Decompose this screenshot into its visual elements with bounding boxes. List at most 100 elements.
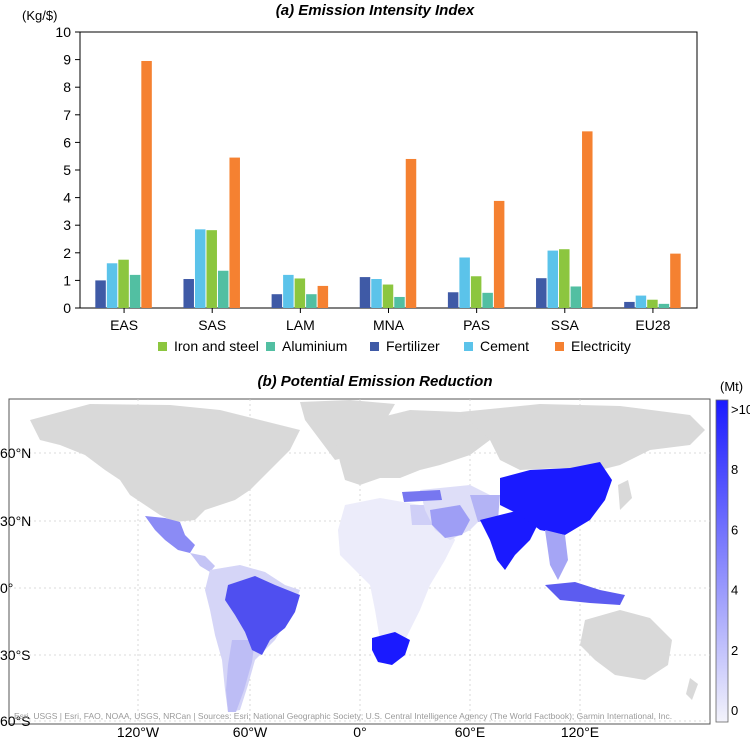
bar-iron-and-steel-mna — [382, 284, 394, 308]
longitude-label: 60°W — [233, 724, 268, 740]
y-tick-label: 9 — [63, 52, 71, 68]
x-axis: EAS SAS LAM MNA PAS SSA EU28 — [110, 308, 671, 333]
bar-cement-pas — [459, 257, 470, 308]
bar-fertilizer-eu28 — [624, 301, 635, 308]
y-tick-label: 5 — [63, 162, 71, 178]
bar-iron-and-steel-sas — [206, 230, 217, 308]
x-tick-label: SAS — [198, 317, 226, 333]
colorbar-tick-label: 4 — [731, 583, 738, 598]
iran-pakistan — [470, 495, 500, 522]
turkey — [402, 490, 442, 502]
south-africa — [372, 632, 410, 665]
argentina — [226, 640, 255, 712]
x-tick-label: LAM — [286, 317, 315, 333]
bar-cement-eu28 — [635, 295, 647, 308]
bar-fertilizer-ssa — [536, 278, 547, 308]
colorbar-tick-label: >10 — [731, 402, 750, 417]
bar-aluminium-ssa — [570, 286, 582, 308]
bar-fertilizer-mna — [359, 277, 371, 308]
bar-iron-and-steel-eas — [118, 259, 129, 308]
saudi-arabia — [430, 505, 470, 538]
longitude-labels: 120°W 60°W 0° 60°E 120°E — [117, 724, 599, 740]
latitude-labels: 60°N 30°N 0° 30°S 60°S — [0, 445, 31, 729]
panel-a-title: (a) Emission Intensity Index — [275, 2, 475, 19]
brazil — [225, 576, 300, 655]
legend-label: Electricity — [571, 338, 631, 354]
y-tick-label: 0 — [63, 300, 71, 316]
colorbar-tick-label: 8 — [731, 462, 738, 477]
bar-electricity-eas — [141, 60, 152, 309]
bar-cement-ssa — [547, 250, 559, 308]
bar-iron-and-steel-pas — [470, 276, 482, 308]
legend-swatch — [370, 342, 379, 351]
australia — [580, 610, 672, 680]
bar-fertilizer-lam — [271, 294, 283, 308]
y-tick-label: 6 — [63, 134, 71, 150]
legend-label: Iron and steel — [174, 338, 259, 354]
legend-swatch — [464, 342, 473, 351]
y-tick-label: 8 — [63, 79, 71, 95]
bar-aluminium-eu28 — [658, 303, 670, 308]
north-america — [30, 404, 300, 522]
longitude-label: 60°E — [455, 724, 486, 740]
bar-cement-eas — [106, 263, 118, 308]
y-tick-label: 1 — [63, 272, 71, 288]
bar-iron-and-steel-eu28 — [647, 299, 658, 308]
y-tick-label: 3 — [63, 217, 71, 233]
bar-cement-mna — [371, 279, 382, 308]
legend-swatch — [555, 342, 564, 351]
bar-electricity-sas — [229, 157, 240, 308]
legend-label: Fertilizer — [386, 338, 440, 354]
bars — [95, 60, 681, 309]
panel-b-title: (b) Potential Emission Reduction — [257, 373, 493, 390]
bar-aluminium-mna — [394, 296, 405, 308]
x-tick-label: MNA — [373, 317, 405, 333]
greenland — [300, 400, 395, 460]
bar-iron-and-steel-lam — [294, 278, 306, 308]
bar-iron-and-steel-ssa — [559, 249, 570, 308]
y-tick-label: 4 — [63, 190, 71, 206]
x-tick-label: EAS — [110, 317, 138, 333]
colorbar-tick-label: 6 — [731, 522, 738, 537]
emission-intensity-chart: (Kg/$) 0 1 2 3 4 5 6 7 8 9 10 EAS SAS LAM MNA PAS SSA EU… — [22, 8, 698, 354]
latitude-label: 60°N — [0, 445, 31, 461]
colorbar-unit: (Mt) — [720, 379, 743, 394]
bar-aluminium-lam — [306, 294, 317, 308]
bar-aluminium-pas — [482, 292, 493, 308]
russia — [460, 404, 705, 470]
mexico — [145, 516, 195, 553]
bar-fertilizer-eas — [95, 280, 106, 308]
bar-electricity-pas — [493, 200, 505, 308]
legend-label: Cement — [480, 338, 529, 354]
map-body — [9, 399, 710, 724]
y-axis: 0 1 2 3 4 5 6 7 8 9 10 — [55, 24, 80, 316]
latitude-label: 60°S — [0, 713, 31, 729]
central-america — [190, 553, 215, 572]
new-zealand — [686, 678, 698, 700]
x-tick-label: PAS — [463, 317, 490, 333]
bar-cement-sas — [194, 229, 206, 308]
x-tick-label: EU28 — [635, 317, 670, 333]
europe — [335, 410, 500, 485]
colorbar-ticks: >10 8 6 4 2 0 — [731, 402, 750, 718]
legend-swatch — [266, 342, 275, 351]
y-tick-label: 2 — [63, 245, 71, 261]
bar-electricity-lam — [317, 285, 329, 308]
longitude-label: 120°W — [117, 724, 160, 740]
colorbar — [715, 399, 729, 723]
bar-electricity-mna — [405, 158, 417, 308]
bar-electricity-eu28 — [670, 253, 681, 308]
longitude-label: 0° — [353, 724, 366, 740]
colorbar-tick-label: 2 — [731, 643, 738, 658]
x-tick-label: SSA — [551, 317, 580, 333]
china — [500, 462, 612, 535]
indonesia — [545, 582, 625, 605]
africa — [338, 498, 455, 650]
india — [480, 510, 540, 570]
legend-swatch — [158, 342, 167, 351]
bar-electricity-ssa — [582, 131, 593, 308]
bar-fertilizer-sas — [183, 279, 194, 308]
japan — [618, 480, 632, 510]
legend-label: Aluminium — [282, 338, 347, 354]
